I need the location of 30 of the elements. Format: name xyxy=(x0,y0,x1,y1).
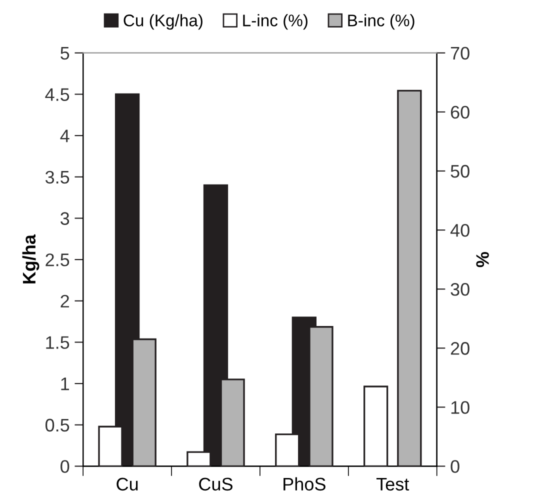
bar xyxy=(363,386,388,466)
y2-tick-label: 50 xyxy=(450,164,470,178)
y-tick-label: 3 xyxy=(60,212,70,225)
y-tick-label: 1.5 xyxy=(46,336,70,349)
y-axis-title: Kg/ha xyxy=(22,234,40,284)
y2-tick-label: 10 xyxy=(451,401,470,414)
y2-tick-label: 0 xyxy=(450,460,460,473)
legend-label: B-inc (%) xyxy=(348,14,414,30)
y2-axis-title: % xyxy=(476,252,489,268)
legend-label: Cu (Kg/ha) xyxy=(124,14,202,30)
y-tick-label: 0 xyxy=(60,460,70,473)
y-tick-label: 0.5 xyxy=(45,418,70,432)
y-tick-label: 1 xyxy=(61,378,70,390)
y2-tick-label: 60 xyxy=(450,106,470,119)
x-tick-label: Cu xyxy=(116,478,138,491)
y-tick-label: 2 xyxy=(60,294,69,308)
y2-tick-label: 70 xyxy=(450,46,470,60)
bar xyxy=(397,90,422,466)
y-tick-label: 3.5 xyxy=(45,170,70,184)
x-tick-label: CuS xyxy=(199,478,232,491)
y-tick-label: 4.5 xyxy=(45,88,70,101)
legend-label: L-inc (%) xyxy=(243,14,308,30)
x-tick-label: PhoS xyxy=(284,477,326,491)
x-tick-label: Test xyxy=(376,478,410,491)
y-tick-label: 4 xyxy=(60,130,70,142)
y-tick-label: 5 xyxy=(60,47,70,60)
y2-tick-label: 20 xyxy=(450,342,470,355)
y2-tick-label: 30 xyxy=(450,283,470,296)
y2-tick-label: 40 xyxy=(450,224,470,237)
y-tick-label: 2.5 xyxy=(46,253,70,266)
